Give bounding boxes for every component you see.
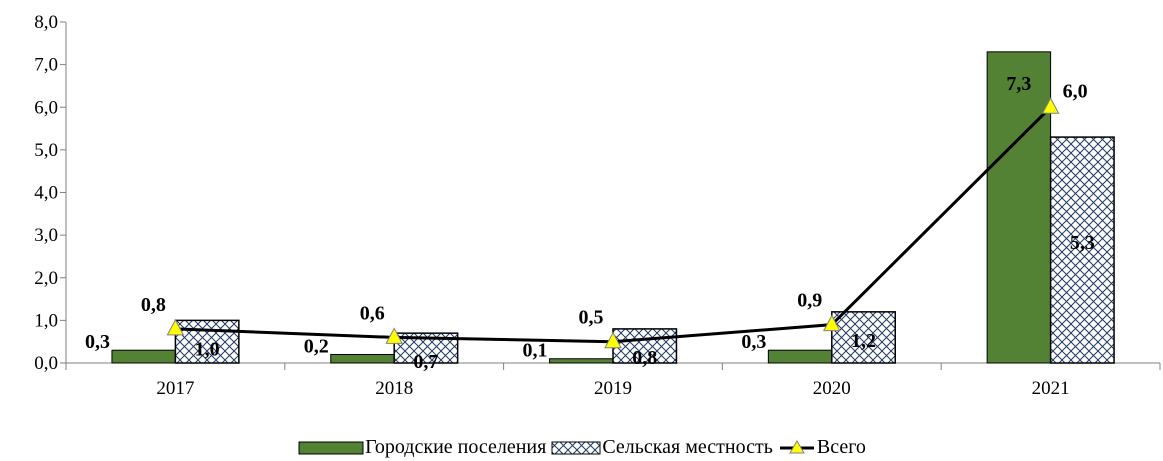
total-marker [166,318,185,336]
data-label-urban: 0,3 [741,331,766,353]
data-label-total: 0,6 [360,302,385,324]
y-tick-label: 2,0 [34,268,58,289]
legend-label-rural: Сельская местность [602,436,773,458]
total-marker [385,327,404,344]
bar-urban [767,349,833,364]
data-label-urban: 0,3 [85,331,110,353]
legend-key-urban [298,441,364,454]
data-label-total: 6,0 [1063,80,1088,102]
chart: 0,0 1,0 2,0 3,0 4,0 5,0 6,0 7,0 8,0 2017 2018 2019 2… [34,12,1161,399]
data-label-urban: 0,1 [523,340,548,362]
y-tick-label: 0,0 [34,353,58,374]
x-tick-label: 2018 [375,378,413,399]
x-tick-label: 2017 [156,378,194,399]
y-tick-label: 1,0 [34,310,58,331]
bar-rural [174,319,240,364]
data-label-rural: 0,7 [413,351,438,373]
bar-urban [111,349,176,364]
legend-label-total: Всего [816,436,866,458]
data-label-rural: 0,8 [632,347,657,369]
data-label-total: 0,9 [797,290,822,312]
data-label-rural: 5,3 [1070,232,1095,254]
data-label-urban: 7,3 [1006,73,1031,95]
total-marker [1041,97,1060,114]
data-label-urban: 0,2 [304,335,329,357]
bar-rural [831,311,897,364]
x-tick-label: 2021 [1032,378,1070,399]
axes: 0,0 1,0 2,0 3,0 4,0 5,0 6,0 7,0 8,0 2017 2018 2019 2… [34,12,1161,399]
y-tick-label: 7,0 [34,55,58,76]
x-tick-label: 2019 [594,378,632,399]
bar-rural [1049,136,1115,364]
data-labels: 0,3 1,0 0,8 0,2 0,7 0,6 0,1 0,8 0,5 0,3 1,2 0,9 7,3 5… [85,73,1095,373]
total-line [166,97,1060,349]
total-marker [822,314,841,332]
data-label-total: 0,5 [579,307,604,329]
bar-urban [549,358,614,364]
x-tick-label: 2020 [813,378,851,399]
y-tick-label: 4,0 [34,183,58,204]
legend-item-urban: Городские поселения [297,436,546,459]
bars [111,51,1115,364]
legend-key-total [779,439,814,453]
y-tick-label: 3,0 [34,225,58,246]
legend-item-rural: Сельская местность [550,436,773,459]
data-label-rural: 1,2 [851,330,876,352]
data-label-total: 0,8 [141,294,166,316]
y-tick-label: 5,0 [34,140,58,161]
total-marker [604,331,622,349]
legend-key-rural [551,441,601,454]
y-tick-label: 8,0 [34,12,58,33]
legend-label-urban: Городские поселения [365,436,547,458]
total-series-line [175,106,1052,344]
bar-urban [986,51,1052,364]
legend: Городские поселения Сельская местность В… [0,436,1163,459]
legend-item-total: Всего [777,436,866,459]
bar-urban [330,353,395,364]
data-label-rural: 1,0 [195,338,220,360]
y-tick-label: 6,0 [34,97,58,118]
